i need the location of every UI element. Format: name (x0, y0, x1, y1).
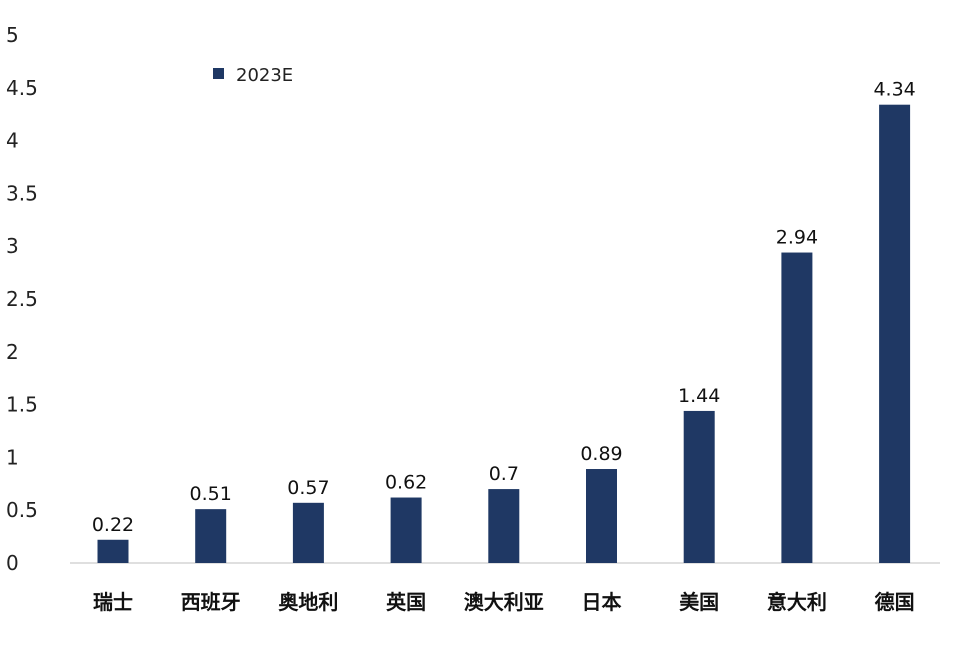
y-tick-label: 0 (6, 551, 19, 575)
bar (390, 497, 422, 563)
data-label: 0.22 (92, 514, 134, 536)
data-label: 1.44 (678, 385, 720, 407)
category-label: 美国 (679, 590, 719, 614)
y-tick-label: 5 (6, 23, 19, 47)
category-label: 澳大利亚 (464, 590, 544, 614)
category-label: 德国 (875, 590, 915, 614)
data-label: 0.89 (580, 443, 622, 465)
data-label: 0.7 (489, 463, 519, 485)
category-labels: 瑞士 西班牙 奥地利 英国 澳大利亚 日本 美国 意大利 德国 (93, 590, 915, 614)
bars-group: 0.22 0.51 0.57 0.62 0.7 0.89 1.44 2.94 4.34 (92, 79, 916, 564)
bar (683, 410, 715, 563)
legend-label: 2023E (236, 65, 293, 86)
y-tick-label: 3.5 (6, 181, 38, 205)
bar (488, 489, 520, 563)
y-tick-label: 4.5 (6, 76, 38, 100)
bar (97, 539, 129, 563)
category-label: 日本 (582, 590, 622, 614)
y-tick-label: 1 (6, 445, 19, 469)
y-tick-label: 3 (6, 234, 19, 258)
data-label: 0.51 (190, 483, 232, 505)
bar (292, 502, 324, 563)
y-axis: 0 0.5 1 1.5 2 2.5 3 3.5 4 4.5 5 (6, 23, 38, 575)
category-label: 西班牙 (181, 590, 241, 614)
bar (781, 252, 813, 563)
y-tick-label: 1.5 (6, 393, 38, 417)
category-label: 奥地利 (278, 590, 338, 614)
data-label: 2.94 (776, 227, 818, 249)
bar (879, 104, 911, 564)
data-label: 4.34 (873, 79, 915, 101)
y-tick-label: 2 (6, 340, 19, 364)
legend-swatch (213, 68, 224, 79)
y-tick-label: 4 (6, 129, 19, 153)
y-tick-label: 2.5 (6, 287, 38, 311)
data-label: 0.62 (385, 472, 427, 494)
legend: 2023E (213, 65, 293, 86)
category-label: 瑞士 (93, 590, 133, 614)
category-label: 意大利 (767, 590, 827, 614)
category-label: 英国 (386, 590, 426, 614)
data-label: 0.57 (287, 477, 329, 499)
bar (586, 469, 617, 563)
bar (195, 509, 227, 563)
y-tick-label: 0.5 (6, 498, 38, 522)
